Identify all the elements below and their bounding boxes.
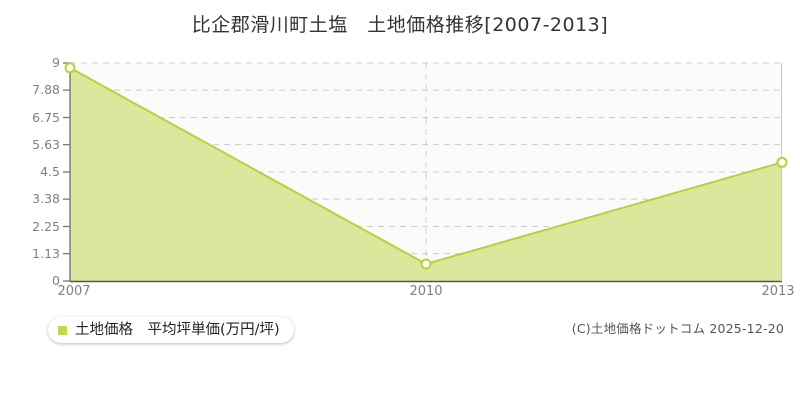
data-point-marker[interactable] <box>776 156 788 168</box>
y-tick-label: 0 <box>52 273 60 288</box>
series-area-fill <box>70 67 782 281</box>
chart-title-text: 比企郡滑川町土塩 土地価格推移[2007-2013] <box>191 14 609 36</box>
x-tick-label: 2013 <box>761 284 795 299</box>
chart-title: 比企郡滑川町土塩 土地価格推移[2007-2013] <box>0 10 800 37</box>
y-tick-label: 1.13 <box>32 245 60 261</box>
y-tick-label: 5.63 <box>32 136 60 152</box>
data-point-marker[interactable] <box>420 258 432 270</box>
copyright-notice: (C)土地価格ドットコム 2025-12-20 <box>571 321 784 336</box>
series-markers <box>64 62 788 270</box>
y-tick-label: 2.25 <box>32 218 60 234</box>
legend-label: 土地価格 平均坪単価(万円/坪) <box>75 321 280 338</box>
y-axis-ticks <box>63 62 70 282</box>
x-tick-label: 2010 <box>409 284 443 299</box>
chart-legend[interactable]: 土地価格 平均坪単価(万円/坪) <box>48 317 294 343</box>
x-tick-label: 2007 <box>57 284 91 299</box>
y-tick-label: 9 <box>52 55 60 70</box>
y-tick-label: 3.38 <box>32 191 60 207</box>
data-point-marker[interactable] <box>64 62 76 74</box>
y-tick-label: 7.88 <box>32 82 60 98</box>
legend-swatch-icon <box>58 325 67 335</box>
y-tick-label: 4.5 <box>40 164 60 179</box>
y-tick-label: 6.75 <box>32 109 60 125</box>
